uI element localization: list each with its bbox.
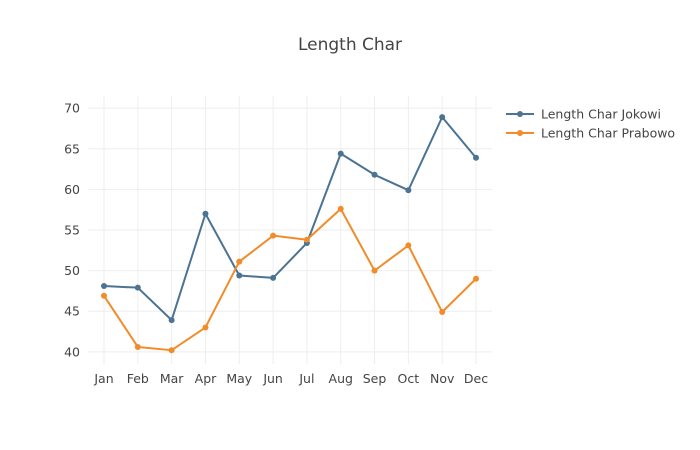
series-line [103,116,477,322]
series-line [103,207,477,352]
y-tick-label: 70 [64,101,80,116]
legend-label: Length Char Prabowo [541,126,675,141]
y-tick-label: 40 [64,344,80,359]
data-point [303,236,310,243]
data-point [236,258,243,265]
series-2 [101,205,479,354]
legend-item[interactable]: Length Char Prabowo [506,126,675,141]
legend-item[interactable]: Length Char Jokowi [506,107,661,122]
y-tick-label: 65 [64,141,80,156]
data-point [236,272,243,279]
data-point [202,210,209,217]
x-tick-label: Jun [262,371,283,386]
data-point [371,171,378,178]
plot-area [101,114,479,354]
data-point [473,154,479,161]
y-tick-label: 45 [64,304,80,319]
data-point [337,150,344,157]
data-point [134,343,141,350]
x-tick-label: Mar [160,371,184,386]
x-tick-label: Jul [298,371,314,386]
legend[interactable]: Length Char Jokowi Length Char Prabowo [506,107,675,141]
data-point [337,205,344,212]
data-point [439,309,446,316]
x-tick-label: Jan [93,371,113,386]
legend-marker [517,130,523,136]
y-tick-label: 55 [64,223,80,238]
data-point [101,292,107,299]
legend-label: Length Char Jokowi [541,107,661,122]
data-point [101,283,107,290]
data-point [270,274,277,281]
data-point [405,187,412,194]
x-tick-label: Dec [464,371,488,386]
x-tick-label: Aug [329,371,353,386]
data-point [439,114,446,121]
x-tick-label: Oct [398,371,420,386]
x-tick-label: Sep [363,371,387,386]
data-point [134,284,141,291]
data-point [473,275,479,282]
x-axis: Jan Feb Mar Apr May Jun Jul Aug Sep Oct Nov Dec [93,371,488,386]
x-tick-label: May [226,371,252,386]
data-point [202,324,209,331]
data-point [270,232,277,239]
y-tick-label: 50 [64,263,80,278]
x-tick-label: Feb [127,371,149,386]
x-tick-label: Apr [195,371,217,386]
y-tick-label: 60 [64,182,80,197]
data-point [168,317,175,324]
data-point [371,267,378,274]
series-1 [101,114,479,324]
gridlines [88,96,492,364]
y-axis: 40 45 50 55 60 65 70 [64,101,80,360]
data-point [405,242,412,249]
legend-marker [517,111,523,117]
x-tick-label: Nov [430,371,455,386]
chart-title: Length Char [298,35,402,55]
data-point [168,347,175,354]
